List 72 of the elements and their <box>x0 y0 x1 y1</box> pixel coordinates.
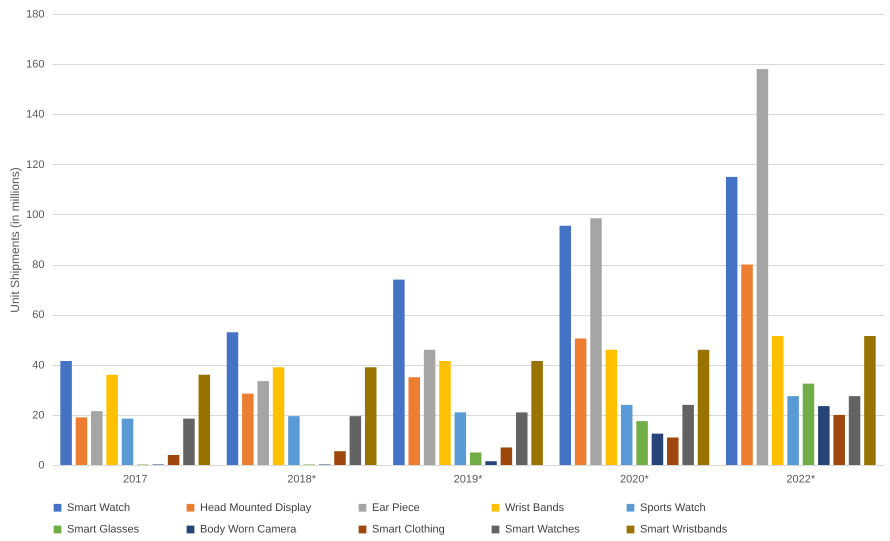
bar <box>500 447 512 465</box>
legend-label: Ear Piece <box>372 502 420 514</box>
bar <box>91 411 103 465</box>
legend-label: Smart Watch <box>67 502 130 514</box>
bar <box>364 367 376 465</box>
legend-label: Smart Clothing <box>372 524 445 536</box>
bar <box>833 414 845 465</box>
bar <box>756 69 768 465</box>
bar <box>424 350 436 465</box>
bar <box>620 404 632 465</box>
x-tick-label: 2020* <box>620 474 650 486</box>
legend-label: Wrist Bands <box>505 502 565 514</box>
y-tick-label: 140 <box>26 108 44 121</box>
bar <box>183 418 195 465</box>
bar <box>60 361 72 465</box>
bar <box>772 336 784 465</box>
bar <box>454 412 466 465</box>
bar <box>667 437 679 465</box>
bar <box>682 404 694 465</box>
y-tick-label: 60 <box>32 309 44 322</box>
bar <box>531 361 543 465</box>
bar <box>574 338 586 465</box>
y-tick-label: 20 <box>32 409 44 422</box>
bar <box>470 452 482 465</box>
bar <box>272 367 284 465</box>
y-axis-title: Unit Shipments (in millions) <box>8 167 22 313</box>
y-tick-label: 160 <box>26 58 44 71</box>
bar <box>802 384 814 465</box>
bar <box>741 264 753 465</box>
bar <box>636 421 648 465</box>
bar <box>242 394 254 465</box>
bar <box>106 374 118 465</box>
y-tick-label: 80 <box>32 259 44 272</box>
legend-label: Sports Watch <box>640 502 706 514</box>
legend-label: Smart Watches <box>505 524 580 536</box>
bar <box>198 374 210 465</box>
x-tick-label: 2018* <box>287 474 317 486</box>
bar <box>560 226 572 465</box>
bar <box>168 454 180 465</box>
x-tick-label: 2022* <box>786 474 816 486</box>
bar <box>516 412 528 465</box>
legend-label: Smart Glasses <box>67 524 140 536</box>
bar <box>652 434 664 465</box>
bar <box>350 416 362 465</box>
bar <box>122 418 134 465</box>
bar <box>257 381 269 465</box>
x-tick-label: 2017 <box>122 474 148 486</box>
y-tick-label: 40 <box>32 359 44 372</box>
y-tick-label: 180 <box>26 8 44 20</box>
bar <box>698 350 710 465</box>
y-tick-label: 0 <box>38 460 44 472</box>
legend-label: Body Worn Camera <box>200 524 298 536</box>
bar <box>393 280 405 465</box>
x-tick-label: 2019* <box>454 474 484 486</box>
bar <box>818 406 830 465</box>
bar <box>485 461 497 465</box>
bar <box>439 361 451 465</box>
bar <box>726 176 738 465</box>
bar <box>226 332 238 465</box>
bar <box>334 451 346 465</box>
bar <box>288 416 300 465</box>
bar <box>606 350 618 465</box>
legend-label: Smart Wristbands <box>640 524 728 536</box>
bar <box>408 377 420 465</box>
bar <box>864 336 876 465</box>
bar <box>76 417 88 465</box>
bar <box>848 396 860 465</box>
y-tick-label: 120 <box>26 158 44 171</box>
bar <box>787 396 799 465</box>
bar <box>590 218 602 465</box>
y-tick-label: 100 <box>26 208 44 221</box>
legend-label: Head Mounted Display <box>200 502 312 514</box>
